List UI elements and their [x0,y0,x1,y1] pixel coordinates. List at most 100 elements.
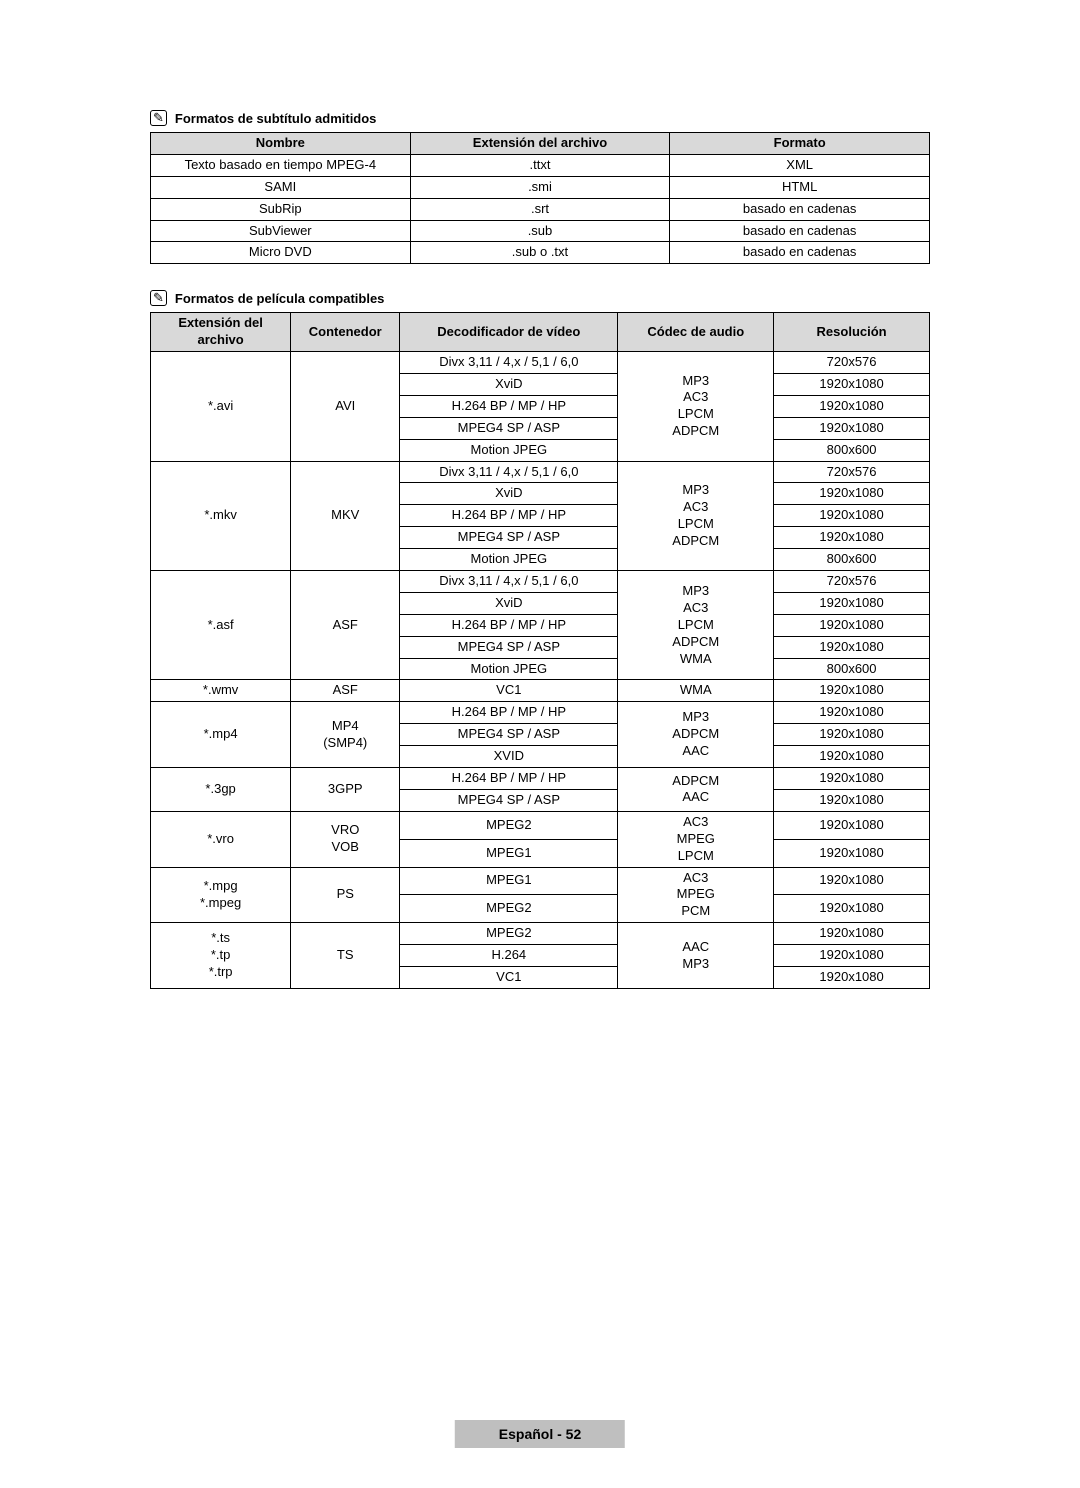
ext-cell: *.mp4 [151,702,291,768]
table-row: SubRip.srtbasado en cadenas [151,198,930,220]
audio-cell: AAC MP3 [618,923,774,989]
footer-text: Español - 52 [499,1426,581,1442]
ext-cell: *.mpg *.mpeg [151,867,291,923]
table-row: Micro DVD.sub o .txtbasado en cadenas [151,242,930,264]
table-cell: basado en cadenas [670,220,930,242]
table-row: SubViewer.subbasado en cadenas [151,220,930,242]
res-cell: 1920x1080 [774,895,930,923]
res-cell: 1920x1080 [774,417,930,439]
table-cell: .ttxt [410,154,670,176]
container-cell: PS [291,867,400,923]
res-cell: 1920x1080 [774,614,930,636]
vdec-cell: MPEG1 [400,867,618,895]
res-cell: 800x600 [774,658,930,680]
res-cell: 1920x1080 [774,789,930,811]
audio-cell: MP3 AC3 LPCM ADPCM [618,352,774,461]
table-row: *.asfASFDivx 3,11 / 4,x / 5,1 / 6,0MP3 A… [151,571,930,593]
table-cell: .smi [410,176,670,198]
vdec-cell: MPEG2 [400,895,618,923]
section1-title: ✎ Formatos de subtítulo admitidos [150,110,930,126]
col-header-name: Nombre [151,133,411,155]
ext-cell: *.ts *.tp *.trp [151,923,291,989]
res-cell: 1920x1080 [774,768,930,790]
container-cell: ASF [291,680,400,702]
ext-cell: *.asf [151,571,291,680]
table-cell: HTML [670,176,930,198]
table-cell: XML [670,154,930,176]
vdec-cell: MPEG1 [400,839,618,867]
table-row: *.mpg *.mpegPSMPEG1AC3 MPEG PCM1920x1080 [151,867,930,895]
res-cell: 1920x1080 [774,923,930,945]
vdec-cell: MPEG4 SP / ASP [400,636,618,658]
res-cell: 1920x1080 [774,702,930,724]
res-cell: 1920x1080 [774,867,930,895]
table-row: *.ts *.tp *.trpTSMPEG2AAC MP31920x1080 [151,923,930,945]
subtitle-formats-table: Nombre Extensión del archivo Formato Tex… [150,132,930,264]
container-cell: VRO VOB [291,811,400,867]
vdec-cell: H.264 BP / MP / HP [400,395,618,417]
res-cell: 720x576 [774,461,930,483]
audio-cell: WMA [618,680,774,702]
ext-cell: *.3gp [151,768,291,812]
table-row: SAMI.smiHTML [151,176,930,198]
section2-title: ✎ Formatos de película compatibles [150,290,930,306]
audio-cell: AC3 MPEG PCM [618,867,774,923]
res-cell: 1920x1080 [774,374,930,396]
res-cell: 1920x1080 [774,811,930,839]
res-cell: 1920x1080 [774,505,930,527]
table-row: *.mkvMKVDivx 3,11 / 4,x / 5,1 / 6,0MP3 A… [151,461,930,483]
vdec-cell: H.264 [400,945,618,967]
table-cell: basado en cadenas [670,198,930,220]
vdec-cell: Divx 3,11 / 4,x / 5,1 / 6,0 [400,571,618,593]
res-cell: 1920x1080 [774,636,930,658]
vdec-cell: Motion JPEG [400,439,618,461]
vdec-cell: XviD [400,483,618,505]
movie-formats-table: Extensión delarchivo Contenedor Decodifi… [150,312,930,989]
ext-cell: *.avi [151,352,291,461]
res-cell: 1920x1080 [774,746,930,768]
vdec-cell: MPEG2 [400,923,618,945]
res-cell: 1920x1080 [774,945,930,967]
col-header-container: Contenedor [291,313,400,352]
vdec-cell: H.264 BP / MP / HP [400,702,618,724]
note-icon: ✎ [150,110,167,126]
vdec-cell: XVID [400,746,618,768]
table-row: *.mp4MP4 (SMP4)H.264 BP / MP / HPMP3 ADP… [151,702,930,724]
note-icon: ✎ [150,290,167,306]
vdec-cell: MPEG4 SP / ASP [400,417,618,439]
section1-title-text: Formatos de subtítulo admitidos [175,111,377,126]
vdec-cell: H.264 BP / MP / HP [400,505,618,527]
table-row: Texto basado en tiempo MPEG-4.ttxtXML [151,154,930,176]
res-cell: 1920x1080 [774,395,930,417]
res-cell: 800x600 [774,439,930,461]
container-cell: MP4 (SMP4) [291,702,400,768]
vdec-cell: Divx 3,11 / 4,x / 5,1 / 6,0 [400,352,618,374]
res-cell: 800x600 [774,549,930,571]
table-cell: .sub [410,220,670,242]
table-cell: SubRip [151,198,411,220]
ext-cell: *.vro [151,811,291,867]
audio-cell: ADPCM AAC [618,768,774,812]
table-cell: .sub o .txt [410,242,670,264]
res-cell: 1920x1080 [774,724,930,746]
col-header-vdec: Decodificador de vídeo [400,313,618,352]
section2-title-text: Formatos de película compatibles [175,291,385,306]
table-header-row: Nombre Extensión del archivo Formato [151,133,930,155]
vdec-cell: MPEG4 SP / ASP [400,724,618,746]
vdec-cell: Motion JPEG [400,549,618,571]
ext-cell: *.wmv [151,680,291,702]
col-header-res: Resolución [774,313,930,352]
col-header-ext: Extensión delarchivo [151,313,291,352]
table-cell: .srt [410,198,670,220]
res-cell: 1920x1080 [774,592,930,614]
vdec-cell: H.264 BP / MP / HP [400,768,618,790]
res-cell: 1920x1080 [774,483,930,505]
vdec-cell: Divx 3,11 / 4,x / 5,1 / 6,0 [400,461,618,483]
table-cell: Texto basado en tiempo MPEG-4 [151,154,411,176]
vdec-cell: MPEG2 [400,811,618,839]
vdec-cell: MPEG4 SP / ASP [400,789,618,811]
res-cell: 1920x1080 [774,680,930,702]
table-row: *.aviAVIDivx 3,11 / 4,x / 5,1 / 6,0MP3 A… [151,352,930,374]
col-header-ext: Extensión del archivo [410,133,670,155]
table-row: *.wmvASFVC1WMA1920x1080 [151,680,930,702]
